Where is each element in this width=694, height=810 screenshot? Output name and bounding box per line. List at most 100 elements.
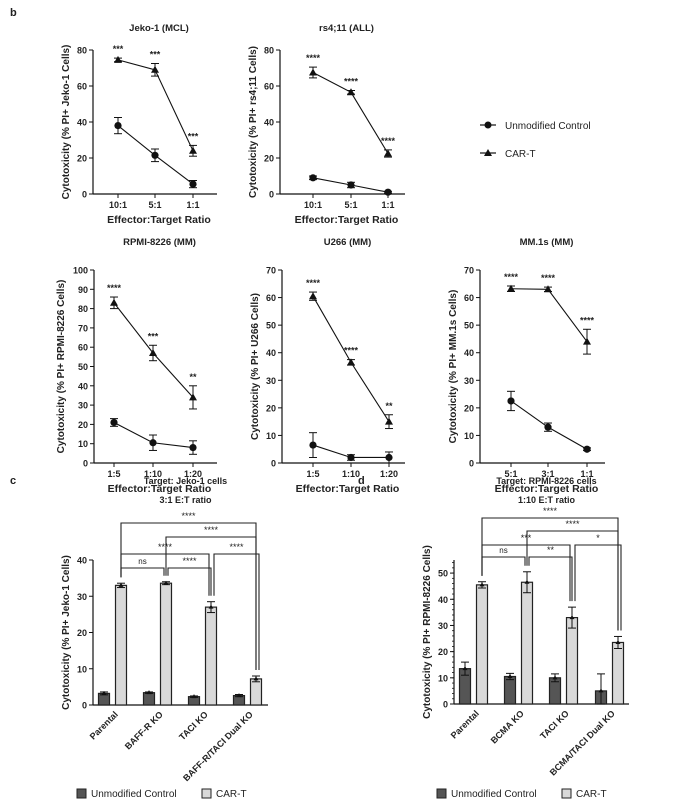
data-point-triangle bbox=[569, 615, 575, 620]
panel-label-b: b bbox=[10, 7, 17, 19]
legend-label-cart: CAR-T bbox=[505, 149, 536, 160]
comparison-label: **** bbox=[181, 511, 196, 521]
series-line-1 bbox=[510, 288, 588, 343]
y-tick-label: 0 bbox=[82, 190, 87, 200]
comparison-label: *** bbox=[521, 533, 532, 543]
x-tick-label: 1:10 bbox=[144, 469, 162, 479]
significance-label: *** bbox=[188, 131, 199, 141]
comparison-label: ** bbox=[547, 545, 555, 555]
comparison-label: ns bbox=[138, 557, 146, 566]
data-point-triangle bbox=[208, 604, 214, 609]
panel-label-d: d bbox=[358, 475, 365, 487]
chart-title: U266 (MM) bbox=[324, 237, 372, 248]
bar-cart bbox=[520, 581, 534, 705]
x-tick-label: 1:10 bbox=[342, 469, 360, 479]
charts: 0 20 40 60 80 Cytotoxicity (% PI+ Jeko-1 Cell… bbox=[56, 23, 629, 800]
x-tick-label: 10:1 bbox=[304, 200, 322, 210]
comparison-label: **** bbox=[204, 525, 219, 535]
comparison-bracket bbox=[526, 530, 619, 631]
y-tick-label: 80 bbox=[77, 46, 87, 56]
data-point-circle bbox=[189, 180, 197, 188]
significance-label: **** bbox=[344, 77, 359, 87]
y-tick-label: 40 bbox=[78, 381, 88, 391]
bar-cart bbox=[204, 606, 218, 706]
y-tick-label: 60 bbox=[78, 343, 88, 353]
chart-title: Target: Jeko-1 cells bbox=[144, 476, 227, 486]
chart-title: MM.1s (MM) bbox=[520, 237, 574, 248]
y-axis-label: Cytotoxicity (% PI+ Jeko-1 Cells) bbox=[61, 555, 72, 710]
y-tick-label: 60 bbox=[77, 82, 87, 92]
data-point-triangle bbox=[309, 292, 317, 300]
data-point-triangle bbox=[146, 690, 152, 695]
y-tick-label: 60 bbox=[464, 293, 474, 303]
y-tick-label: 80 bbox=[264, 46, 274, 56]
data-point-triangle bbox=[479, 582, 485, 587]
y-tick-label: 40 bbox=[464, 348, 474, 358]
bar-control bbox=[503, 675, 517, 705]
significance-label: **** bbox=[541, 273, 556, 283]
data-point-circle bbox=[544, 423, 552, 431]
y-tick-label: 0 bbox=[82, 701, 87, 711]
comparison-bracket bbox=[528, 556, 573, 602]
x-tick-label: 1:20 bbox=[184, 469, 202, 479]
y-axis-label: Cytotoxicity (% PI+ U266 Cells) bbox=[250, 293, 261, 440]
x-tick-label: 1:20 bbox=[380, 469, 398, 479]
chart-subtitle: 1:10 E:T ratio bbox=[518, 495, 576, 505]
data-point-triangle bbox=[583, 337, 591, 345]
data-point-triangle bbox=[462, 666, 468, 671]
data-point-circle bbox=[347, 453, 355, 462]
data-point-circle bbox=[309, 441, 317, 449]
comparison-label: * bbox=[596, 533, 600, 543]
y-tick-label: 20 bbox=[438, 647, 448, 657]
y-tick-label: 30 bbox=[266, 376, 276, 386]
x-tick-label: 1:1 bbox=[381, 200, 394, 210]
data-point-triangle bbox=[110, 298, 118, 306]
comparison-label: **** bbox=[182, 556, 197, 566]
y-tick-label: 30 bbox=[78, 401, 88, 411]
data-point-triangle bbox=[101, 690, 107, 695]
data-point-triangle bbox=[189, 393, 197, 401]
x-axis-label: Effector:Target Ratio bbox=[495, 483, 599, 495]
y-tick-label: 20 bbox=[264, 154, 274, 164]
data-point-triangle bbox=[163, 580, 169, 585]
data-point-triangle bbox=[598, 688, 604, 693]
data-point-triangle bbox=[347, 358, 355, 366]
y-tick-label: 100 bbox=[73, 266, 88, 276]
bar-cart bbox=[611, 641, 625, 705]
y-tick-label: 40 bbox=[264, 118, 274, 128]
significance-label: **** bbox=[504, 272, 519, 282]
y-tick-label: 0 bbox=[271, 459, 276, 469]
significance-label: *** bbox=[148, 331, 159, 341]
bar-cart bbox=[159, 582, 173, 706]
x-axis-label: Effector:Target Ratio bbox=[107, 214, 211, 226]
chart-line-3: 0 10 20 30 40 50 60 70 Cytotoxicity (% PI+ U266 … bbox=[250, 237, 405, 495]
significance-label: *** bbox=[113, 44, 124, 54]
chart-title: RPMI-8226 (MM) bbox=[123, 237, 196, 248]
y-tick-label: 40 bbox=[438, 595, 448, 605]
x-tick-label: 5:1 bbox=[148, 200, 161, 210]
y-tick-label: 40 bbox=[266, 348, 276, 358]
comparison-bracket bbox=[120, 553, 210, 596]
y-tick-label: 20 bbox=[266, 403, 276, 413]
y-tick-label: 30 bbox=[464, 376, 474, 386]
legend-label: Unmodified Control bbox=[451, 789, 537, 800]
comparison-bracket bbox=[213, 553, 260, 670]
x-tick-label: BAFF-R KO bbox=[123, 709, 165, 751]
x-tick-label: 1:1 bbox=[580, 469, 593, 479]
y-axis-label: Cytotoxicity (% PI+ Jeko-1 Cells) bbox=[61, 45, 72, 200]
data-point-triangle bbox=[253, 676, 259, 681]
data-point-triangle bbox=[507, 674, 513, 679]
data-point-circle bbox=[385, 453, 393, 462]
y-tick-label: 10 bbox=[77, 664, 87, 674]
data-point-circle bbox=[149, 439, 157, 447]
legend-swatch-cart bbox=[201, 788, 212, 799]
y-tick-label: 50 bbox=[78, 362, 88, 372]
data-point-circle bbox=[583, 445, 591, 453]
data-point-circle bbox=[110, 418, 118, 427]
x-tick-label: 3:1 bbox=[541, 469, 554, 479]
data-point-circle bbox=[347, 181, 355, 189]
x-tick-label: 1:5 bbox=[107, 469, 120, 479]
x-axis-label: Effector:Target Ratio bbox=[295, 214, 399, 226]
x-tick-label: 10:1 bbox=[109, 200, 127, 210]
bar-control bbox=[142, 692, 156, 706]
